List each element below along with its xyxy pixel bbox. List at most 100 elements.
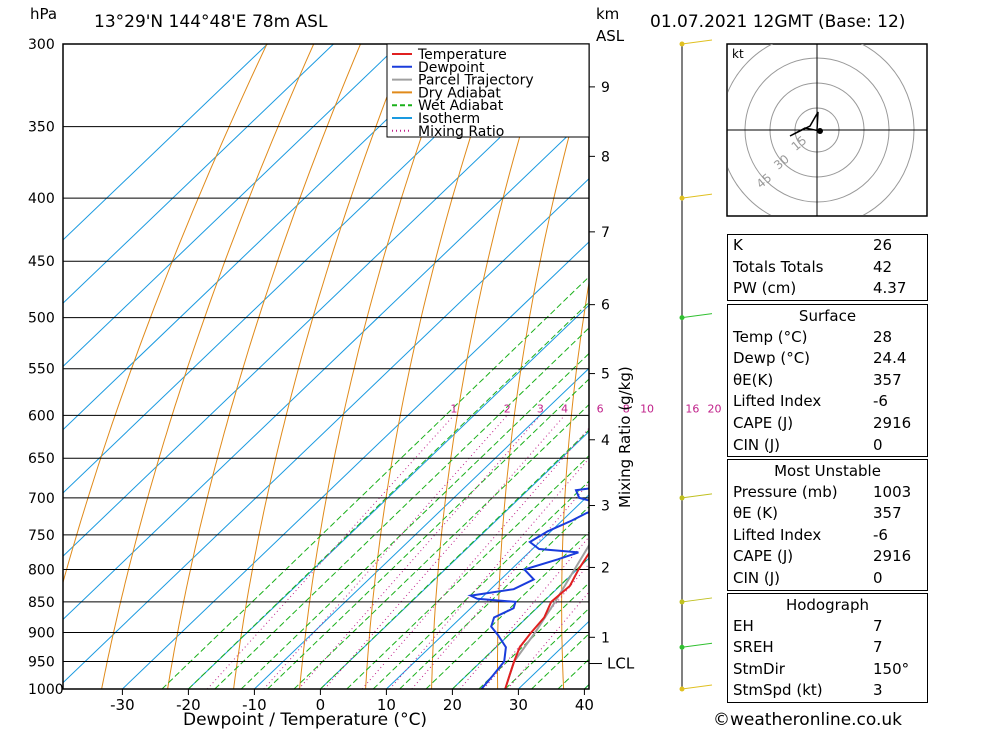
isotherm-line: [122, 241, 589, 689]
km-tick-label: 3: [601, 499, 610, 515]
most-unstable-label: CAPE (J): [733, 547, 794, 566]
hodograph-label: StmSpd (kt): [733, 681, 823, 700]
footer-credit[interactable]: ©weatheronline.co.uk: [713, 710, 903, 730]
wet-adiabat-line: [425, 531, 589, 689]
pressure-tick-label: 350: [28, 120, 55, 136]
index-row: PW (cm) 4.37: [728, 278, 927, 300]
pressure-tick-label: 450: [28, 254, 55, 270]
isotherm-line: [63, 177, 589, 684]
pressure-tick-label: 500: [28, 311, 55, 327]
wet-adiabat-line: [478, 582, 589, 689]
legend-entry: Parcel Trajectory: [418, 73, 534, 89]
most-unstable-row: θE (K) 357: [728, 503, 927, 525]
km-tick-label: 8: [601, 149, 610, 165]
mixing-ratio-line: [263, 415, 508, 689]
wet-adiabat-line: [372, 480, 589, 689]
most-unstable-row: CIN (J) 0: [728, 568, 927, 590]
plot-frame: [62, 43, 590, 690]
surface-table: Surface Temp (°C) 28 Dewp (°C) 24.4 θE(K) 357…: [727, 304, 928, 458]
x-tick-label: 40: [575, 696, 594, 714]
index-value: 42: [873, 257, 893, 276]
wet-adiabat-line: [293, 403, 589, 689]
dry-adiabat-line: [365, 44, 502, 689]
surface-row: Temp (°C) 28: [728, 327, 927, 349]
hpa-label: hPa: [30, 5, 58, 23]
km-label: km: [596, 5, 620, 23]
pressure-tick-label: 700: [28, 491, 55, 507]
parcel-trajectory-line: [504, 543, 589, 689]
most-unstable-label: CIN (J): [733, 568, 781, 587]
hodograph-value: 3: [873, 681, 883, 700]
pressure-tick-label: 1000: [28, 682, 64, 698]
mixing-ratio-label: 2: [504, 402, 511, 415]
hodograph-table: Hodograph EH 7 SREH 7 StmDir 150° StmSpd (kt) 3: [727, 593, 928, 703]
hodograph-label: EH: [733, 616, 754, 635]
mixing-ratio-line: [389, 457, 589, 689]
mixing-ratio-label: 16: [685, 402, 699, 415]
temperature-line: [504, 551, 589, 689]
legend-entry: Mixing Ratio: [418, 124, 504, 140]
wind-barb: [681, 313, 713, 319]
hodograph-label: StmDir: [733, 659, 785, 678]
surface-value: 357: [873, 370, 902, 389]
most-unstable-row: Pressure (mb) 1003: [728, 482, 927, 504]
km-tick-label: 2: [601, 560, 610, 576]
mixing-ratio-line: [298, 415, 541, 689]
index-value: 4.37: [873, 279, 907, 298]
surface-row: CIN (J) 0: [728, 435, 927, 457]
mixing-ratio-label: 6: [597, 402, 604, 415]
isotherm-line: [188, 304, 589, 689]
surface-label: Dewp (°C): [733, 349, 811, 368]
hodograph-row: SREH 7: [728, 637, 927, 659]
wet-adiabat-line: [452, 556, 589, 689]
legend-box: [386, 43, 590, 138]
surface-title: Surface: [798, 307, 857, 325]
x-axis-label: Dewpoint / Temperature (°C): [183, 710, 428, 730]
hodograph-value: 7: [873, 616, 883, 635]
hodograph-row: StmDir 150°: [728, 659, 927, 681]
wet-adiabat-line: [188, 301, 589, 689]
index-row: Totals Totals 42: [728, 257, 927, 279]
surface-value: 28: [873, 327, 893, 346]
legend-entry: Dewpoint: [418, 60, 485, 76]
pressure-tick-label: 650: [28, 451, 55, 467]
wet-adiabat-line: [399, 505, 589, 689]
most-unstable-label: Pressure (mb): [733, 482, 838, 501]
wind-barb: [681, 597, 713, 603]
index-row: K 26: [728, 235, 927, 257]
most-unstable-row: CAPE (J) 2916: [728, 546, 927, 568]
hodograph-value: 150°: [873, 659, 910, 678]
wet-adiabat-line: [320, 429, 589, 689]
pressure-tick-label: 750: [28, 528, 55, 544]
isotherm-line: [63, 44, 466, 431]
mixing-ratio-label: 1: [450, 402, 457, 415]
dry-adiabat-line: [101, 44, 315, 689]
most-unstable-title: Most Unstable: [774, 462, 881, 480]
surface-label: Temp (°C): [733, 327, 808, 346]
surface-label: CAPE (J): [733, 413, 794, 432]
surface-row: Dewp (°C) 24.4: [728, 348, 927, 370]
km-tick-label: 6: [601, 298, 610, 314]
most-unstable-table: Most Unstable Pressure (mb) 1003 θE (K) 357…: [727, 459, 928, 591]
surface-label: CIN (J): [733, 435, 781, 454]
mixing-ratio-label: 8: [623, 402, 630, 415]
asl-label: ASL: [596, 27, 625, 45]
pressure-tick-label: 400: [28, 191, 55, 207]
surface-row: Lifted Index -6: [728, 391, 927, 413]
legend-entry: Dry Adiabat: [418, 85, 501, 101]
index-label: PW (cm): [733, 279, 797, 298]
isotherm-line: [63, 44, 532, 494]
hodograph-trace: [789, 111, 821, 137]
x-tick-label: 10: [377, 696, 396, 714]
wind-barb: [681, 193, 713, 199]
dry-adiabat-line: [233, 44, 408, 689]
isotherm-line: [63, 44, 334, 304]
mixing-ratio-line: [411, 482, 589, 689]
most-unstable-label: Lifted Index: [733, 525, 822, 544]
surface-value: 24.4: [873, 349, 907, 368]
hodograph-row: StmSpd (kt) 3: [728, 680, 927, 702]
hodograph-unit-label: kt: [732, 47, 744, 61]
surface-row: CAPE (J) 2916: [728, 413, 927, 435]
wind-barb: [681, 493, 713, 499]
dry-adiabat-line: [167, 44, 361, 689]
